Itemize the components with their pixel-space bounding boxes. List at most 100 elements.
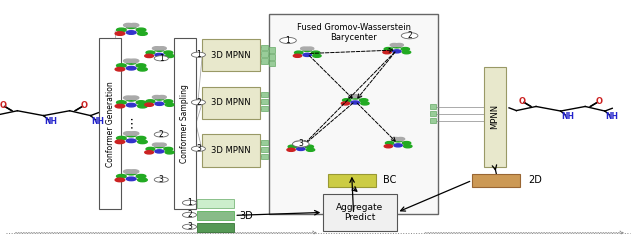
- Circle shape: [341, 102, 349, 105]
- Text: 3: 3: [196, 144, 201, 153]
- Circle shape: [294, 141, 303, 144]
- Circle shape: [129, 59, 139, 63]
- Text: NH: NH: [561, 112, 574, 121]
- Circle shape: [157, 95, 166, 99]
- Circle shape: [155, 97, 164, 100]
- Text: 2: 2: [407, 31, 412, 40]
- Circle shape: [154, 56, 168, 61]
- Circle shape: [395, 44, 403, 47]
- Text: Aggregate
Predict: Aggregate Predict: [337, 203, 383, 222]
- Circle shape: [164, 147, 173, 151]
- Bar: [430, 111, 436, 116]
- Text: Fused Gromov-Wasserstein
Barycenter: Fused Gromov-Wasserstein Barycenter: [296, 23, 411, 42]
- Text: 1: 1: [159, 54, 164, 63]
- Bar: [261, 58, 268, 64]
- Circle shape: [129, 170, 139, 173]
- Circle shape: [152, 95, 161, 99]
- Bar: [261, 51, 268, 57]
- Text: 3D MPNN: 3D MPNN: [211, 146, 251, 155]
- Text: 1: 1: [187, 198, 192, 207]
- Bar: [269, 54, 275, 60]
- Circle shape: [124, 59, 133, 63]
- Circle shape: [353, 95, 362, 98]
- Circle shape: [165, 54, 174, 58]
- Circle shape: [152, 143, 161, 146]
- Text: 3: 3: [159, 175, 164, 184]
- Text: 3D: 3D: [239, 211, 253, 221]
- Circle shape: [127, 171, 136, 175]
- Text: 3D MPNN: 3D MPNN: [211, 99, 251, 107]
- Bar: [269, 47, 275, 53]
- Text: 2: 2: [187, 210, 192, 219]
- Circle shape: [138, 178, 147, 182]
- Circle shape: [136, 101, 146, 104]
- Circle shape: [313, 54, 321, 57]
- Circle shape: [138, 68, 147, 71]
- Circle shape: [124, 96, 133, 99]
- Circle shape: [115, 68, 125, 71]
- Circle shape: [127, 66, 136, 70]
- Circle shape: [385, 142, 394, 145]
- Circle shape: [124, 132, 133, 135]
- Circle shape: [136, 136, 146, 140]
- Circle shape: [307, 148, 315, 151]
- Text: ⋯: ⋯: [125, 115, 138, 128]
- Circle shape: [342, 99, 351, 102]
- Circle shape: [155, 144, 164, 148]
- Circle shape: [127, 103, 136, 107]
- Text: 3: 3: [298, 139, 303, 149]
- Bar: [269, 61, 275, 66]
- Circle shape: [116, 136, 126, 140]
- Circle shape: [155, 53, 164, 57]
- Text: 3D MPNN: 3D MPNN: [211, 51, 251, 60]
- Circle shape: [403, 142, 411, 145]
- Circle shape: [191, 146, 205, 151]
- Circle shape: [305, 145, 314, 148]
- Bar: [202, 134, 260, 167]
- Circle shape: [129, 96, 139, 99]
- Bar: [261, 147, 268, 152]
- Circle shape: [115, 140, 125, 144]
- Text: Conformer Sampling: Conformer Sampling: [180, 84, 189, 163]
- Bar: [261, 140, 268, 145]
- Circle shape: [124, 23, 133, 27]
- Circle shape: [145, 151, 154, 154]
- Circle shape: [124, 170, 133, 173]
- Circle shape: [155, 102, 164, 105]
- Circle shape: [152, 47, 161, 50]
- Bar: [261, 99, 268, 104]
- Circle shape: [182, 212, 196, 218]
- Circle shape: [127, 177, 136, 181]
- Text: 3: 3: [187, 222, 192, 231]
- Circle shape: [116, 101, 126, 104]
- Circle shape: [138, 140, 147, 144]
- Circle shape: [146, 51, 155, 54]
- Bar: [484, 67, 506, 167]
- Circle shape: [294, 51, 303, 54]
- Circle shape: [351, 96, 359, 99]
- Circle shape: [293, 54, 301, 57]
- Circle shape: [115, 32, 125, 35]
- Circle shape: [401, 48, 410, 51]
- Bar: [174, 38, 196, 209]
- Circle shape: [393, 45, 401, 48]
- Text: 2: 2: [159, 130, 164, 139]
- Circle shape: [404, 145, 412, 148]
- Circle shape: [164, 100, 173, 103]
- Circle shape: [191, 100, 205, 105]
- Text: 1: 1: [196, 50, 201, 59]
- Circle shape: [312, 51, 320, 54]
- Bar: [269, 14, 438, 214]
- Bar: [202, 39, 260, 71]
- Circle shape: [136, 28, 146, 32]
- Text: NH: NH: [92, 117, 104, 126]
- Circle shape: [394, 144, 402, 147]
- Bar: [99, 38, 121, 209]
- Circle shape: [127, 133, 136, 137]
- Circle shape: [155, 150, 164, 153]
- Bar: [328, 174, 376, 187]
- Circle shape: [360, 99, 368, 102]
- Circle shape: [154, 132, 168, 137]
- Circle shape: [115, 178, 125, 182]
- Circle shape: [390, 44, 399, 47]
